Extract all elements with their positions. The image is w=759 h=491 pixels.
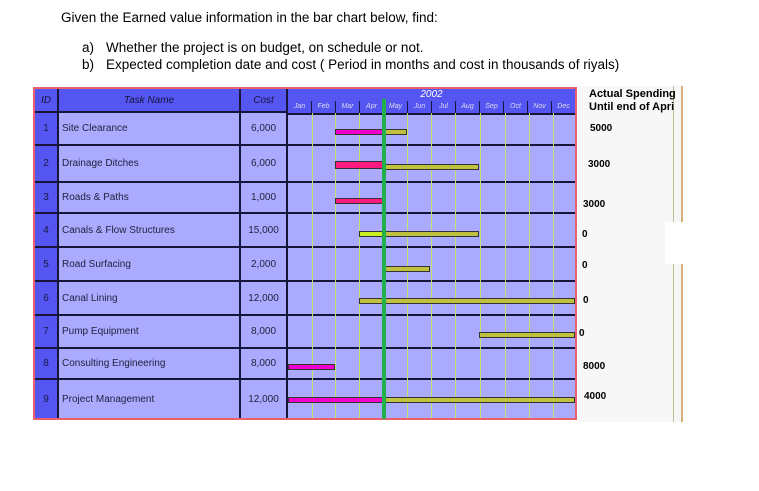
- table-row: 5 Road Surfacing 2,000: [35, 248, 575, 282]
- header-id: ID: [35, 89, 59, 113]
- gantt-chart: ID Task Name Cost 2002 Jan Feb Mar Apr M…: [33, 87, 577, 420]
- task-cost: 15,000: [241, 214, 288, 246]
- planned-bar: [359, 298, 575, 304]
- spending-value: 0: [582, 260, 588, 271]
- actual-bar: [335, 161, 383, 169]
- header-cost: Cost: [241, 89, 288, 113]
- question-item-text: Whether the project is on budget, on sch…: [106, 40, 424, 55]
- month-oct: Oct: [504, 101, 528, 113]
- spending-value: 0: [583, 295, 589, 306]
- task-name: Pump Equipment: [59, 316, 241, 347]
- question-intro: Given the Earned value information in th…: [61, 10, 438, 25]
- month-jun: Jun: [408, 101, 432, 113]
- actual-bar: [335, 198, 383, 204]
- whitespace-gap: [665, 222, 695, 264]
- table-row: 6 Canal Lining 12,000: [35, 282, 575, 316]
- question-item-label: a): [82, 40, 95, 55]
- month-dec: Dec: [552, 101, 575, 113]
- spending-header: Actual Spending Until end of Apri: [589, 88, 676, 114]
- question-item-b: b) Expected completion date and cost ( Pe…: [82, 57, 619, 72]
- spending-panel: [578, 86, 682, 422]
- actual-bar: [288, 364, 335, 370]
- spending-value: 0: [582, 229, 588, 240]
- task-cost: 1,000: [241, 183, 288, 212]
- spending-value: 0: [579, 328, 585, 339]
- task-id: 2: [35, 146, 59, 181]
- question-item-label: b): [82, 57, 95, 72]
- spending-header-line1: Actual Spending: [589, 88, 676, 100]
- task-cost: 6,000: [241, 113, 288, 144]
- task-name: Canal Lining: [59, 282, 241, 314]
- month-aug: Aug: [456, 101, 480, 113]
- month-sep: Sep: [480, 101, 504, 113]
- task-name: Consulting Engineering: [59, 349, 241, 378]
- spending-value: 4000: [584, 391, 607, 402]
- question-item-text: Expected completion date and cost ( Peri…: [106, 57, 620, 72]
- actual-bar: [288, 397, 383, 403]
- task-name: Site Clearance: [59, 113, 241, 144]
- table-row: 1 Site Clearance 6,000: [35, 113, 575, 146]
- actual-bar: [335, 129, 383, 135]
- task-id: 3: [35, 183, 59, 212]
- table-row: 7 Pump Equipment 8,000: [35, 316, 575, 349]
- month-jan: Jan: [288, 101, 312, 113]
- month-feb: Feb: [312, 101, 336, 113]
- task-cost: 12,000: [241, 380, 288, 418]
- task-id: 5: [35, 248, 59, 280]
- planned-bar: [383, 129, 407, 135]
- planned-bar: [383, 231, 479, 237]
- table-row: 2 Drainage Ditches 6,000: [35, 146, 575, 183]
- spending-value: 5000: [590, 123, 613, 134]
- table-row: 3 Roads & Paths 1,000: [35, 183, 575, 214]
- header-task-name: Task Name: [59, 89, 241, 113]
- question-item-a: a) Whether the project is on budget, on s…: [82, 40, 423, 55]
- month-mar: Mar: [336, 101, 360, 113]
- planned-bar: [359, 231, 383, 237]
- task-name: Road Surfacing: [59, 248, 241, 280]
- table-row: 8 Consulting Engineering 8,000: [35, 349, 575, 380]
- task-id: 1: [35, 113, 59, 144]
- task-name: Project Management: [59, 380, 241, 418]
- task-cost: 8,000: [241, 349, 288, 378]
- task-id: 9: [35, 380, 59, 418]
- table-row: 4 Canals & Flow Structures 15,000: [35, 214, 575, 248]
- table-row: 9 Project Management 12,000: [35, 380, 575, 418]
- month-jul: Jul: [432, 101, 456, 113]
- planned-bar: [383, 397, 575, 403]
- task-id: 8: [35, 349, 59, 378]
- spending-header-line2: Until end of Apri: [589, 101, 675, 113]
- month-nov: Nov: [528, 101, 552, 113]
- planned-bar: [383, 266, 430, 272]
- status-date-line: [382, 99, 386, 419]
- task-name: Canals & Flow Structures: [59, 214, 241, 246]
- task-id: 4: [35, 214, 59, 246]
- spending-value: 8000: [583, 361, 606, 372]
- task-cost: 6,000: [241, 146, 288, 181]
- spending-value: 3000: [583, 199, 606, 210]
- planned-bar: [479, 332, 575, 338]
- task-id: 6: [35, 282, 59, 314]
- task-cost: 12,000: [241, 282, 288, 314]
- task-cost: 2,000: [241, 248, 288, 280]
- spending-value: 3000: [588, 159, 611, 170]
- task-cost: 8,000: [241, 316, 288, 347]
- task-id: 7: [35, 316, 59, 347]
- month-may: May: [384, 101, 408, 113]
- task-name: Roads & Paths: [59, 183, 241, 212]
- planned-bar: [383, 164, 479, 170]
- month-apr: Apr: [360, 101, 384, 113]
- task-name: Drainage Ditches: [59, 146, 241, 181]
